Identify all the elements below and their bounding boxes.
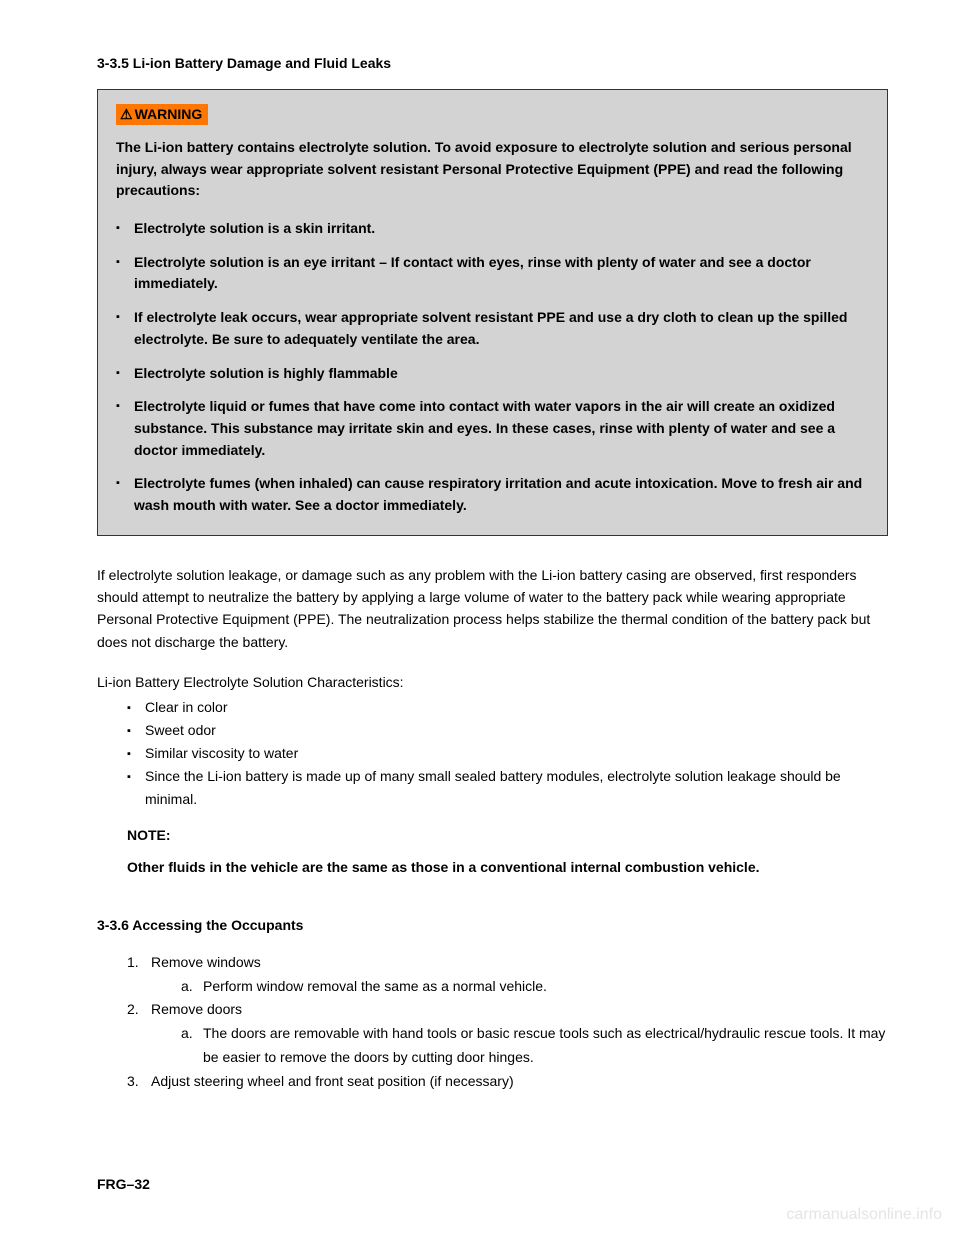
step-item: Adjust steering wheel and front seat pos…	[127, 1070, 888, 1094]
sub-step-list: Perform window removal the same as a nor…	[151, 975, 888, 999]
section-heading-2: 3-3.6 Accessing the Occupants	[97, 917, 888, 933]
body-paragraph: Li-ion Battery Electrolyte Solution Char…	[97, 671, 888, 693]
sub-step-item: Perform window removal the same as a nor…	[181, 975, 888, 999]
step-text: Adjust steering wheel and front seat pos…	[151, 1073, 514, 1089]
step-text: Remove doors	[151, 1001, 242, 1017]
characteristics-list: Clear in color Sweet odor Similar viscos…	[97, 696, 888, 811]
list-item: Clear in color	[127, 696, 888, 719]
step-text: Remove windows	[151, 954, 261, 970]
step-item: Remove windows Perform window removal th…	[127, 951, 888, 999]
step-item: Remove doors The doors are removable wit…	[127, 998, 888, 1069]
warning-label: WARNING	[116, 104, 208, 125]
warning-bullet: Electrolyte solution is highly flammable	[116, 363, 869, 385]
warning-intro: The Li-ion battery contains electrolyte …	[116, 137, 869, 202]
warning-bullet: Electrolyte solution is an eye irritant …	[116, 252, 869, 295]
warning-bullet: If electrolyte leak occurs, wear appropr…	[116, 307, 869, 350]
list-item: Similar viscosity to water	[127, 742, 888, 765]
watermark: carmanualsonline.info	[786, 1206, 942, 1224]
sub-step-list: The doors are removable with hand tools …	[151, 1022, 888, 1070]
warning-bullet: Electrolyte solution is a skin irritant.	[116, 218, 869, 240]
note-label: NOTE:	[127, 827, 888, 843]
warning-bullet: Electrolyte liquid or fumes that have co…	[116, 396, 869, 461]
list-item: Since the Li-ion battery is made up of m…	[127, 765, 888, 811]
access-steps-list: Remove windows Perform window removal th…	[97, 951, 888, 1094]
page-number: FRG–32	[97, 1176, 150, 1192]
body-paragraph: If electrolyte solution leakage, or dama…	[97, 564, 888, 654]
warning-bullet: Electrolyte fumes (when inhaled) can cau…	[116, 473, 869, 516]
list-item: Sweet odor	[127, 719, 888, 742]
note-section: NOTE: Other fluids in the vehicle are th…	[97, 827, 888, 879]
warning-bullet-list: Electrolyte solution is a skin irritant.…	[116, 218, 869, 517]
sub-step-item: The doors are removable with hand tools …	[181, 1022, 888, 1070]
section-heading-1: 3-3.5 Li-ion Battery Damage and Fluid Le…	[97, 55, 888, 71]
note-text: Other fluids in the vehicle are the same…	[127, 857, 888, 879]
warning-box: WARNING The Li-ion battery contains elec…	[97, 89, 888, 536]
